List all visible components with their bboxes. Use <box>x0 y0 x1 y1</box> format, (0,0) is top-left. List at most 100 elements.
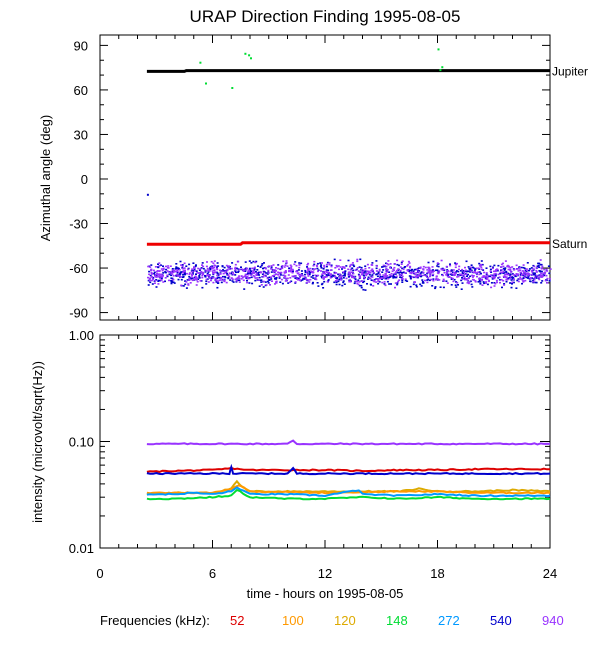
azimuth-point-940 <box>270 268 273 270</box>
azimuth-point-148 <box>250 57 252 60</box>
azimuth-point-540 <box>454 271 457 273</box>
azimuth-point-540 <box>538 262 541 265</box>
azimuth-point-940 <box>368 267 371 269</box>
azimuth-point-940 <box>297 279 300 281</box>
azimuth-point-540 <box>260 281 263 283</box>
azimuth-point-940 <box>284 264 287 267</box>
azimuth-point-540 <box>523 267 526 270</box>
azimuth-point-540 <box>266 273 269 275</box>
azimuth-point-540 <box>182 285 185 287</box>
azimuth-point-940 <box>422 271 425 274</box>
azimuth-point-540 <box>540 263 543 266</box>
azimuth-point-540 <box>375 267 378 270</box>
azimuth-point-540 <box>508 273 511 275</box>
azimuth-point-940 <box>417 275 420 278</box>
azimuth-point-540 <box>534 281 537 284</box>
azimuth-point-940 <box>548 278 551 280</box>
azimuth-point-540 <box>175 263 178 265</box>
azimuth-point-540 <box>451 274 453 276</box>
azimuth-point-540 <box>421 282 424 284</box>
intensity-ytick-label: 0.10 <box>69 435 94 450</box>
azimuth-point-540 <box>240 266 242 268</box>
azimuth-point-540 <box>297 269 300 271</box>
azimuth-point-540 <box>519 274 522 276</box>
azimuth-point-540 <box>408 270 411 273</box>
azimuth-point-940 <box>168 279 170 282</box>
azimuth-point-940 <box>541 275 544 277</box>
azimuth-point-940 <box>175 273 178 276</box>
azimuth-point-940 <box>284 270 287 273</box>
azimuth-point-940 <box>513 278 515 281</box>
azimuth-point-540 <box>221 275 224 278</box>
azimuth-point-540 <box>254 279 257 282</box>
azimuth-point-940 <box>478 278 481 280</box>
azimuth-point-540 <box>510 277 513 279</box>
azimuth-point-540 <box>436 265 439 267</box>
azimuth-point-540 <box>342 277 345 279</box>
azimuth-point-940 <box>427 266 430 269</box>
azimuth-point-940 <box>481 276 484 279</box>
azimuth-point-540 <box>210 277 213 280</box>
azimuth-point-940 <box>275 270 277 272</box>
azimuth-point-940 <box>356 267 359 269</box>
azimuth-point-540 <box>312 281 314 284</box>
azimuth-point-940 <box>443 271 446 274</box>
azimuth-point-540 <box>201 286 204 289</box>
azimuth-point-940 <box>463 273 466 276</box>
azimuth-point-940 <box>495 279 498 282</box>
azimuth-point-540 <box>207 271 210 273</box>
azimuth-point-540 <box>180 271 182 273</box>
azimuth-point-940 <box>245 268 248 271</box>
azimuth-point-940 <box>201 276 204 279</box>
azimuth-point-540 <box>162 265 164 267</box>
azimuth-point-940 <box>242 279 245 282</box>
azimuth-point-940 <box>314 268 317 270</box>
azimuth-point-940 <box>329 273 331 276</box>
azimuth-point-540 <box>308 270 311 273</box>
azimuth-point-940 <box>190 276 193 278</box>
azimuth-point-940 <box>513 269 516 271</box>
azimuth-point-540 <box>353 282 356 285</box>
azimuth-point-940 <box>545 268 548 271</box>
azimuth-point-940 <box>486 274 489 277</box>
azimuth-point-940 <box>493 276 496 278</box>
azimuth-point-540 <box>410 275 412 278</box>
azimuth-point-940 <box>349 280 352 283</box>
azimuth-point-540 <box>319 265 322 268</box>
azimuth-point-540 <box>532 272 535 274</box>
azimuth-point-540 <box>369 283 372 286</box>
azimuth-point-540 <box>270 271 273 273</box>
azimuth-point-940 <box>280 278 283 281</box>
azimuth-point-940 <box>234 267 237 270</box>
azimuth-point-540 <box>490 282 493 284</box>
azimuth-point-540 <box>463 277 466 279</box>
azimuth-point-540 <box>442 286 445 289</box>
azimuth-point-940 <box>543 273 546 275</box>
azimuth-point-940 <box>283 274 286 277</box>
azimuth-point-940 <box>235 280 238 282</box>
azimuth-point-540 <box>524 273 527 276</box>
azimuth-point-940 <box>290 266 293 269</box>
azimuth-point-940 <box>252 267 255 270</box>
azimuth-point-540 <box>362 274 365 277</box>
azimuth-point-940 <box>428 270 431 272</box>
azimuth-point-540 <box>150 264 153 266</box>
azimuth-point-940 <box>522 264 525 266</box>
azimuth-point-940 <box>525 268 528 270</box>
frequency-legend: Frequencies (kHz): 52 100 120 148 272 540 940 <box>100 613 564 628</box>
azimuth-point-940 <box>370 269 373 272</box>
azimuth-point-940 <box>475 272 478 274</box>
azimuth-point-540 <box>373 278 376 281</box>
azimuth-point-940 <box>150 268 153 271</box>
azimuth-point-940 <box>240 275 243 278</box>
azimuth-point-940 <box>446 282 449 284</box>
azimuth-point-540 <box>343 271 346 274</box>
azimuth-point-540 <box>217 265 220 267</box>
azimuth-point-540 <box>353 265 356 268</box>
azimuth-point-540 <box>250 276 253 279</box>
azimuth-point-540 <box>493 264 496 267</box>
azimuth-point-540 <box>237 270 240 272</box>
azimuth-point-540 <box>470 283 473 286</box>
azimuth-point-940 <box>228 267 231 269</box>
azimuth-point-940 <box>298 266 301 269</box>
